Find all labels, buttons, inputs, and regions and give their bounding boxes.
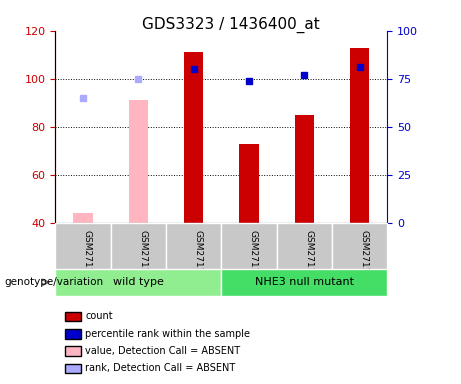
- Text: wild type: wild type: [113, 277, 164, 287]
- Text: percentile rank within the sample: percentile rank within the sample: [85, 329, 250, 339]
- Text: rank, Detection Call = ABSENT: rank, Detection Call = ABSENT: [85, 363, 236, 373]
- Text: GSM271150: GSM271150: [249, 230, 258, 285]
- Text: NHE3 null mutant: NHE3 null mutant: [255, 277, 354, 287]
- FancyBboxPatch shape: [277, 223, 332, 269]
- Bar: [73, 213, 93, 223]
- Text: count: count: [85, 311, 113, 321]
- Text: GSM271148: GSM271148: [138, 230, 148, 285]
- Bar: [129, 100, 148, 223]
- FancyBboxPatch shape: [55, 223, 111, 269]
- FancyBboxPatch shape: [166, 223, 221, 269]
- FancyBboxPatch shape: [221, 223, 277, 269]
- FancyBboxPatch shape: [111, 223, 166, 269]
- Bar: [184, 52, 203, 223]
- Text: GSM271149: GSM271149: [194, 230, 203, 285]
- Bar: [350, 48, 369, 223]
- FancyBboxPatch shape: [221, 269, 387, 296]
- Text: value, Detection Call = ABSENT: value, Detection Call = ABSENT: [85, 346, 240, 356]
- Text: GDS3323 / 1436400_at: GDS3323 / 1436400_at: [142, 17, 319, 33]
- Text: GSM271151: GSM271151: [304, 230, 313, 285]
- Text: genotype/variation: genotype/variation: [5, 277, 104, 287]
- Bar: [239, 144, 259, 223]
- Bar: [295, 115, 314, 223]
- FancyBboxPatch shape: [55, 269, 221, 296]
- Text: GSM271147: GSM271147: [83, 230, 92, 285]
- FancyBboxPatch shape: [332, 223, 387, 269]
- Text: GSM271152: GSM271152: [360, 230, 369, 285]
